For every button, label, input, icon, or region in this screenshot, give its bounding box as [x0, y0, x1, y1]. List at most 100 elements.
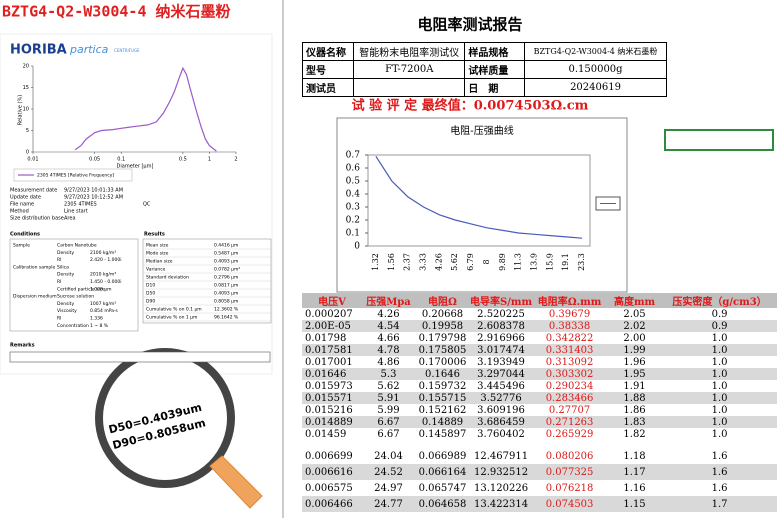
- data-cell: 0.066164: [418, 466, 467, 478]
- result-key: D90: [146, 299, 155, 305]
- y-tick-label: 0.7: [346, 151, 361, 161]
- condition-value: Silica: [57, 264, 69, 270]
- data-cell: 0.38338: [548, 320, 591, 332]
- info-row: 仪器名称 智能粉末电阻率测试仪 样品规格 BZTG4-Q2-W3004-4 纳米石墨粉: [301, 42, 667, 61]
- meta-key: Size distribution base: [10, 216, 64, 222]
- data-row: 0.015216 5.99 0.152162 3.609196 0.27707 1.86 1…: [302, 404, 778, 416]
- data-cell: 0.065747: [418, 482, 467, 494]
- resistance-line: [375, 155, 583, 239]
- plot-area: [367, 154, 591, 247]
- data-cell: 5.3: [380, 368, 397, 380]
- data-cell: 6.67: [377, 428, 400, 440]
- result-value: 12.3602 %: [214, 307, 239, 313]
- condition-value: 2010 kg/m³: [90, 272, 116, 278]
- data-cell: 0.064658: [418, 498, 467, 510]
- data-cell: 1.0: [711, 404, 728, 416]
- condition-value: 2.420 - 1.000i: [90, 257, 122, 263]
- data-cell: 2.00: [623, 332, 646, 344]
- condition-value: 1.336: [90, 316, 103, 322]
- header-cell: 压实密度（g/cm3）: [672, 297, 767, 308]
- data-cell: 2.916966: [477, 332, 525, 344]
- data-cell: 0.14889: [421, 416, 464, 428]
- y-tick-label: 5: [26, 128, 29, 134]
- meta-key: File name: [10, 202, 34, 208]
- remarks-box: [9, 351, 271, 363]
- result-value: 0.2796 µm: [214, 275, 238, 281]
- section-title: Results: [144, 232, 165, 238]
- condition-value: 1007 kg/m³: [90, 301, 116, 307]
- result-value: 0.0782 µm²: [214, 267, 240, 273]
- data-cell: 0.283466: [545, 392, 594, 404]
- data-cell: 2.520225: [477, 308, 525, 320]
- data-table: 电压V 压强Mpa 电阻Ω 电导率S/mm 电阻率Ω.mm 高度mm 压实密度（g/cm3）…: [302, 293, 778, 512]
- data-cell: 0.265929: [545, 428, 594, 440]
- y-tick-label: 0: [354, 242, 360, 252]
- info-cell: 20240619: [524, 78, 667, 97]
- condition-value: 1 ~ 8 %: [90, 323, 109, 329]
- data-cell: 12.467911: [473, 450, 529, 462]
- data-cell: 0.017001: [305, 356, 353, 368]
- condition-value: 2100 kg/m³: [90, 250, 116, 256]
- data-row: 0.014889 6.67 0.14889 3.686459 0.271263 1.83 1…: [302, 416, 778, 428]
- data-cell: 5.62: [377, 380, 400, 392]
- data-row: 0.017581 4.78 0.175805 3.017474 0.331403 1.99…: [302, 344, 778, 356]
- data-cell: 3.609196: [477, 404, 525, 416]
- data-row: 0.01459 6.67 0.145897 3.760402 0.265929 1.82 1…: [302, 428, 778, 440]
- condition-key: RI: [57, 257, 61, 263]
- data-row: 0.015973 5.62 0.159732 3.445496 0.290234 1.91…: [302, 380, 778, 392]
- data-cell: 4.86: [377, 356, 400, 368]
- info-cell: FT-7200A: [353, 60, 466, 79]
- data-cell: 5.91: [377, 392, 400, 404]
- data-cell: 0.015216: [305, 404, 353, 416]
- result-value: 0.4416 µm: [214, 243, 238, 249]
- y-tick-label: 20: [23, 64, 29, 70]
- data-cell: 13.120226: [473, 482, 529, 494]
- data-cell: 4.54: [377, 320, 400, 332]
- x-tick-label: 9.89: [498, 253, 507, 271]
- x-tick-label: 0.1: [117, 157, 125, 163]
- data-cell: 0.19958: [421, 320, 464, 332]
- meta-key: Update date: [10, 195, 41, 201]
- y-tick-label: 0.5: [346, 177, 361, 187]
- distribution-line: [74, 66, 217, 152]
- meta-value: 2305 4TIMES: [64, 202, 97, 208]
- result-key: Variance: [146, 267, 166, 273]
- selected-cell: [664, 129, 774, 151]
- data-cell: 24.52: [374, 466, 403, 478]
- y-tick-label: 0.2: [346, 216, 360, 226]
- data-row: 0.01798 4.66 0.179798 2.916966 0.342822 2.00 1…: [302, 332, 778, 344]
- data-cell: 4.26: [377, 308, 400, 320]
- x-tick-label: 1: [208, 157, 211, 163]
- data-cell: 0.290234: [545, 380, 594, 392]
- header-cell: 电导率S/mm: [470, 297, 533, 308]
- condition-key: Density: [57, 250, 74, 256]
- data-cell: 0.01459: [305, 428, 347, 440]
- data-cell: 1.18: [623, 450, 646, 462]
- final-value: 试 验 评 定 最终值：0.0074503Ω.cm: [352, 98, 589, 114]
- condition-key: Dispersion medium: [13, 294, 57, 300]
- header-cell: 高度mm: [613, 297, 656, 308]
- data-cell: 0.01798: [305, 332, 347, 344]
- condition-key: Density: [57, 301, 74, 307]
- data-cell: 1.16: [623, 482, 646, 494]
- data-cell: 0.014889: [305, 416, 353, 428]
- y-tick-label: 0.1: [346, 229, 360, 239]
- info-row: 测试员 日 期 20240619: [301, 78, 667, 97]
- info-cell: 智能粉末电阻率测试仪: [353, 42, 466, 61]
- x-tick-label: 19.1: [561, 253, 570, 271]
- result-value: 0.0817 µm: [214, 283, 238, 289]
- data-cell: 0.175805: [418, 344, 467, 356]
- condition-value: 1.450 - 0.000i: [90, 279, 122, 285]
- header-cell: 电压V: [318, 297, 346, 308]
- data-cell: 1.17: [623, 466, 646, 478]
- x-tick-label: 0.5: [179, 157, 187, 163]
- data-cell: 1.83: [623, 416, 646, 428]
- data-row: 0.006466 24.77 0.064658 13.422314 0.074503 1.…: [302, 496, 778, 512]
- legend-label: 2305 4TIMES [Relative Frequency]: [37, 173, 114, 179]
- header-cell: 电阻率Ω.mm: [537, 297, 602, 308]
- data-cell: 4.78: [377, 344, 400, 356]
- y-axis-label: Relative (%): [18, 95, 24, 125]
- magnifier-handle: [209, 455, 263, 509]
- data-cell: 3.297044: [477, 368, 525, 380]
